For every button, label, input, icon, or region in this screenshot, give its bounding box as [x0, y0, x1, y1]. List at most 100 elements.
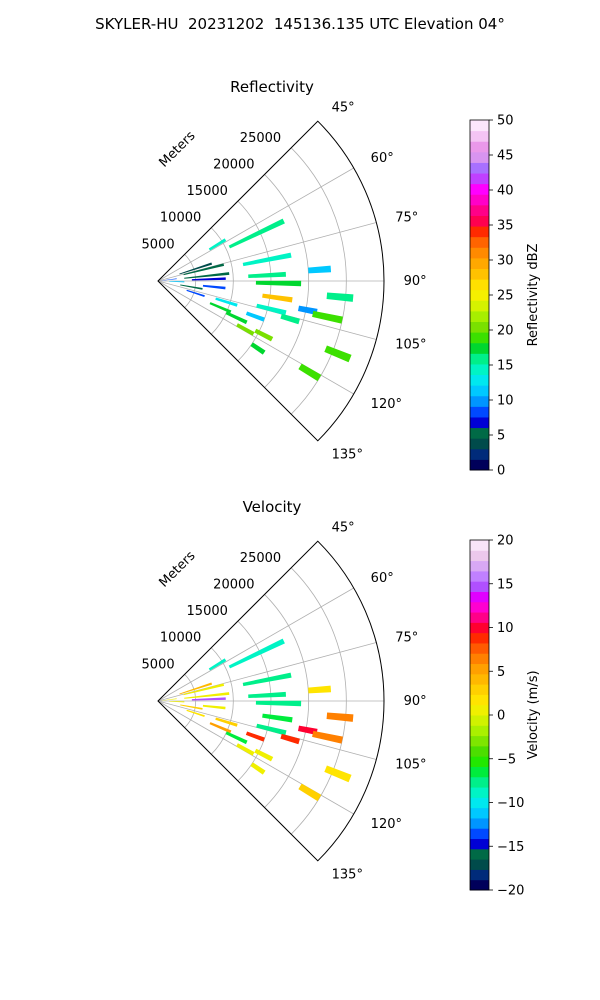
- echo-cell: [228, 218, 285, 249]
- colorbar-segment: [470, 642, 489, 654]
- colorbar-tick-label: −5: [497, 752, 516, 767]
- azimuth-tick-label: 60°: [371, 151, 394, 166]
- echo-cell: [245, 311, 265, 322]
- colorbar-tick-label: 10: [497, 394, 514, 409]
- echo-cell: [169, 281, 185, 283]
- echo-cell: [161, 278, 177, 281]
- echo-cell: [236, 743, 255, 756]
- figure-title: SKYLER-HU 20231202 145136.135 UTC Elevat…: [95, 15, 505, 33]
- echo-cell: [324, 345, 352, 363]
- azimuth-tick-label: 75°: [395, 630, 418, 645]
- range-ring: [264, 594, 310, 808]
- range-tick-label: 5000: [142, 657, 175, 672]
- reflectivity-panel: Reflectivity 45° 60° 75° 90° 105° 120° 135° 5000…: [142, 78, 541, 479]
- colorbar-segment: [470, 257, 489, 269]
- azimuth-tick-label: 135°: [332, 868, 363, 883]
- echo-cell: [326, 712, 354, 722]
- colorbar-segment: [470, 151, 489, 163]
- range-unit-label: Meters: [157, 128, 199, 170]
- range-tick-label: 20000: [213, 577, 254, 592]
- echo-cell: [250, 762, 266, 775]
- colorbar-segment: [470, 353, 489, 365]
- sector-frame: [157, 540, 385, 862]
- colorbar-tick-label: 20: [497, 324, 514, 339]
- echo-cell: [248, 691, 286, 699]
- azimuth-tick-label: 120°: [371, 817, 402, 832]
- echo-cell: [324, 765, 352, 783]
- echo-cell: [312, 310, 343, 324]
- range-tick-label: 10000: [160, 631, 201, 646]
- colorbar-segment: [470, 715, 489, 726]
- colorbar-segment: [470, 300, 489, 312]
- colorbar-segment: [470, 632, 489, 644]
- echo-cell: [191, 277, 226, 281]
- colorbar-segment: [470, 448, 489, 460]
- echo-cell: [256, 303, 287, 316]
- echo-cell: [255, 280, 302, 287]
- colorbar-segment: [470, 622, 489, 634]
- colorbar-segment: [470, 342, 489, 354]
- range-ring: [210, 227, 234, 335]
- echo-cell: [254, 748, 274, 762]
- colorbar-segment: [470, 385, 489, 397]
- colorbar-segment: [470, 130, 489, 142]
- range-ring: [264, 174, 310, 388]
- colorbar-segment: [470, 374, 489, 386]
- echo-cell: [298, 363, 322, 382]
- sector-frame: [157, 120, 385, 442]
- range-ring: [210, 647, 234, 755]
- colorbar-segment: [470, 663, 489, 675]
- colorbar-segment: [470, 416, 489, 429]
- colorbar-tick-label: 50: [497, 114, 514, 129]
- colorbar-segment: [470, 427, 489, 439]
- colorbar-segment: [470, 766, 489, 778]
- colorbar-segment: [470, 363, 489, 376]
- echo-cell: [236, 323, 255, 336]
- echo-cell: [186, 709, 205, 718]
- colorbar-segment: [470, 745, 489, 757]
- colorbar-tick-label: 25: [497, 289, 514, 304]
- echo-cell: [297, 305, 318, 315]
- colorbar-segment: [470, 183, 489, 195]
- colorbar-segment: [470, 735, 489, 747]
- echo-cell: [208, 658, 227, 671]
- colorbar-segment: [470, 321, 489, 333]
- colorbar-segment: [470, 787, 489, 798]
- echo-cell: [180, 284, 203, 290]
- colorbar-segment: [470, 591, 489, 603]
- range-ring: [290, 147, 347, 415]
- colorbar-segment: [470, 807, 489, 819]
- colorbar-segment: [470, 560, 489, 572]
- colorbar-segment: [470, 120, 489, 132]
- colorbar-segment: [470, 756, 489, 767]
- range-tick-label: 15000: [187, 184, 228, 199]
- colorbar-segment: [470, 141, 489, 153]
- colorbar-segment: [470, 247, 489, 259]
- colorbar-segment: [470, 581, 489, 592]
- colorbar-tick-label: −15: [497, 840, 524, 855]
- colorbar-segment: [470, 570, 489, 582]
- echo-cell: [308, 685, 332, 694]
- panel-title: Reflectivity: [230, 78, 314, 96]
- colorbar-segment: [470, 438, 489, 450]
- echo-cell: [280, 733, 300, 745]
- panel-title: Velocity: [243, 498, 302, 516]
- echo-cell: [248, 271, 286, 279]
- echo-cell: [169, 701, 185, 703]
- echo-cell: [225, 311, 248, 325]
- echo-cell: [208, 238, 227, 251]
- colorbar-segment: [470, 797, 489, 809]
- colorbar-tick-label: 5: [497, 429, 505, 444]
- colorbar-segment: [470, 550, 489, 562]
- colorbar-segment: [470, 612, 489, 623]
- echo-cell: [297, 725, 318, 735]
- range-ring: [290, 567, 347, 835]
- colorbar-segment: [470, 776, 489, 788]
- colorbar-tick-label: 35: [497, 219, 514, 234]
- colorbar-tick-label: −10: [497, 796, 524, 811]
- colorbar-segment: [470, 204, 489, 216]
- echo-cell: [255, 700, 302, 707]
- colorbar-segment: [470, 859, 489, 870]
- range-tick-label: 25000: [240, 131, 281, 146]
- colorbar-segment: [470, 279, 489, 291]
